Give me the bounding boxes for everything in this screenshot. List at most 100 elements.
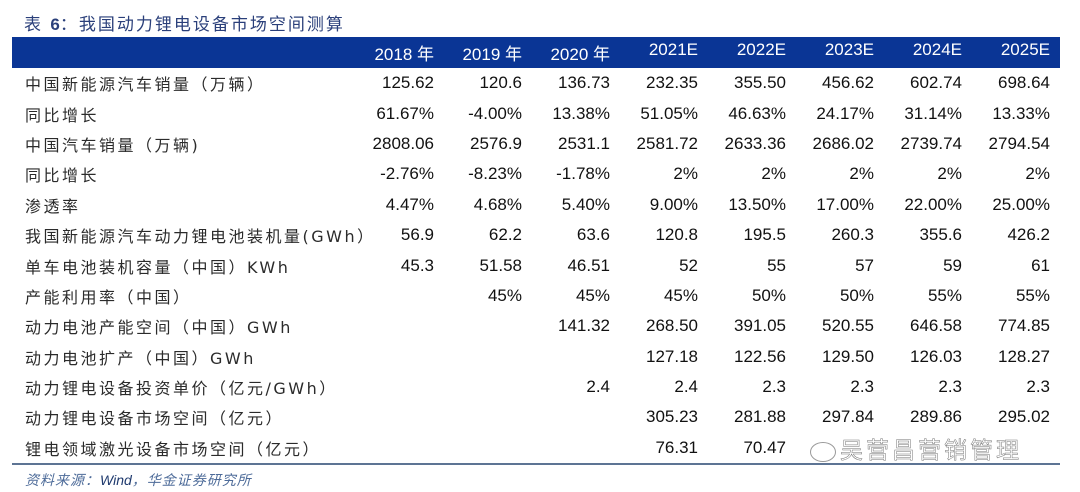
table-cell: 4.68%: [473, 194, 522, 214]
column-header: 2024E: [912, 40, 962, 59]
row-label: 产能利用率（中国）: [25, 287, 192, 307]
table-cell: 2808.06: [372, 133, 434, 153]
watermark: 吴营昌营销管理: [810, 431, 1022, 465]
row-cells: 45% 45% 45% 50% 50% 55% 55%: [344, 286, 1050, 306]
table-cell: 22.00%: [904, 194, 962, 214]
table-cell: 50%: [751, 285, 786, 305]
table-cell: 70.47: [743, 437, 786, 457]
table-cell: 2.3: [1026, 377, 1050, 397]
column-header: 2020 年: [550, 45, 610, 64]
table-cell: 61: [1031, 255, 1050, 275]
wechat-icon: [810, 441, 836, 462]
table-bottom-rule: [12, 463, 1060, 465]
table-cell: [346, 438, 434, 458]
table-cell: 125.62: [382, 73, 434, 93]
table-cell: [346, 316, 434, 336]
table-cell: 24.17%: [816, 103, 874, 123]
table-cell: 55%: [927, 285, 962, 305]
table-cell: 127.18: [646, 346, 698, 366]
column-header: 2018 年: [374, 45, 434, 64]
table-cell: 774.85: [998, 316, 1050, 336]
row-cells: 2.4 2.4 2.3 2.3 2.3 2.3: [344, 377, 1050, 397]
table-cell: 59: [943, 255, 962, 275]
row-cells: 2808.06 2576.9 2531.1 2581.72 2633.36 2686.02…: [344, 134, 1050, 154]
table-cell: 129.50: [822, 346, 874, 366]
table-cell: -1.78%: [556, 164, 610, 184]
source-suffix: ，华金证券研究所: [131, 473, 252, 489]
table-cell: 45%: [575, 285, 610, 305]
table-cell: 195.5: [743, 225, 786, 245]
table-cell: 46.63%: [728, 103, 786, 123]
table-cell: 141.32: [558, 316, 610, 336]
row-cells: 61.67% -4.00% 13.38% 51.05% 46.63% 24.17% 31.1…: [344, 104, 1050, 124]
row-label: 单车电池装机容量（中国）KWh: [25, 257, 291, 277]
table-cell: 2.3: [938, 377, 962, 397]
table-cell: 128.27: [998, 346, 1050, 366]
row-cells: 127.18 122.56 129.50 126.03 128.27: [344, 347, 1050, 367]
row-cells: 56.9 62.2 63.6 120.8 195.5 260.3 355.6 426.2: [344, 225, 1050, 245]
table-cell: 61.67%: [376, 103, 434, 123]
table-body: 中国新能源汽车销量（万辆） 125.62 120.6 136.73 232.35 355.…: [12, 68, 1060, 463]
table-cell: 45%: [487, 285, 522, 305]
table-cell: 9.00%: [649, 194, 698, 214]
table-cell: 50%: [839, 285, 874, 305]
table-cell: 305.23: [646, 407, 698, 427]
watermark-text: 吴营昌营销管理: [840, 438, 1022, 465]
row-label: 渗透率: [25, 196, 81, 216]
table-cell: 2%: [937, 164, 962, 184]
table-cell: 55%: [1015, 285, 1050, 305]
table-row: 锂电领域激光设备市场空间（亿元） 76.31 70.47: [12, 433, 1060, 463]
table-cell: 2581.72: [636, 133, 698, 153]
table-cell: 520.55: [822, 316, 874, 336]
table-cell: 2.3: [850, 377, 874, 397]
table-cell: 62.2: [488, 225, 522, 245]
column-header: 2025E: [1000, 40, 1050, 59]
source-wind: Wind: [100, 472, 132, 488]
table-cell: 2.4: [586, 377, 610, 397]
table-cell: 232.35: [646, 73, 698, 93]
table-row: 中国汽车销量（万辆) 2808.06 2576.9 2531.1 2581.72 2633…: [12, 129, 1060, 159]
title-number: 6: [50, 15, 60, 34]
table-cell: -4.00%: [468, 103, 522, 123]
table-cell: 13.38%: [552, 103, 610, 123]
table-cell: [346, 347, 434, 367]
table-cell: 602.74: [910, 73, 962, 93]
table-cell: 52: [679, 255, 698, 275]
table-row: 产能利用率（中国） 45% 45% 45% 50% 50% 55% 55%: [12, 281, 1060, 311]
table-cell: 55: [767, 255, 786, 275]
table-cell: 297.84: [822, 407, 874, 427]
table-cell: [522, 438, 610, 458]
table-cell: 56.9: [400, 225, 434, 245]
table-cell: 268.50: [646, 316, 698, 336]
table-cell: 2794.54: [988, 133, 1050, 153]
table-cell: [522, 347, 610, 367]
table-cell: 45.3: [400, 255, 434, 275]
table-cell: [434, 438, 522, 458]
table-cell: [434, 377, 522, 397]
title-prefix: 表: [24, 15, 43, 35]
row-cells: 76.31 70.47: [344, 438, 1050, 458]
table-cell: 63.6: [576, 225, 610, 245]
table-cell: -2.76%: [380, 164, 434, 184]
table-title: 表 6：我国动力锂电设备市场空间测算: [24, 10, 345, 35]
table-cell: 13.33%: [992, 103, 1050, 123]
row-cells: 125.62 120.6 136.73 232.35 355.50 456.62 602.7…: [344, 73, 1050, 93]
table-cell: 2%: [761, 164, 786, 184]
table-row: 同比增长 -2.76% -8.23% -1.78% 2% 2% 2% 2% 2%: [12, 159, 1060, 189]
row-label: 锂电领域激光设备市场空间（亿元）: [25, 439, 322, 459]
table-cell: 456.62: [822, 73, 874, 93]
table-cell: 295.02: [998, 407, 1050, 427]
table-header: 2018 年 2019 年 2020 年 2021E 2022E 2023E 2024E 20…: [12, 37, 1060, 68]
table-cell: [346, 377, 434, 397]
table-cell: 2%: [849, 164, 874, 184]
table-cell: 46.51: [567, 255, 610, 275]
title-colon: ：: [59, 15, 79, 35]
table-cell: 355.6: [919, 225, 962, 245]
column-header: 2023E: [824, 40, 874, 59]
table-cell: 2%: [1025, 164, 1050, 184]
table-cell: 646.58: [910, 316, 962, 336]
table-cell: 4.47%: [385, 194, 434, 214]
table-cell: 51.05%: [640, 103, 698, 123]
table-cell: 260.3: [831, 225, 874, 245]
row-cells: -2.76% -8.23% -1.78% 2% 2% 2% 2% 2%: [344, 164, 1050, 184]
